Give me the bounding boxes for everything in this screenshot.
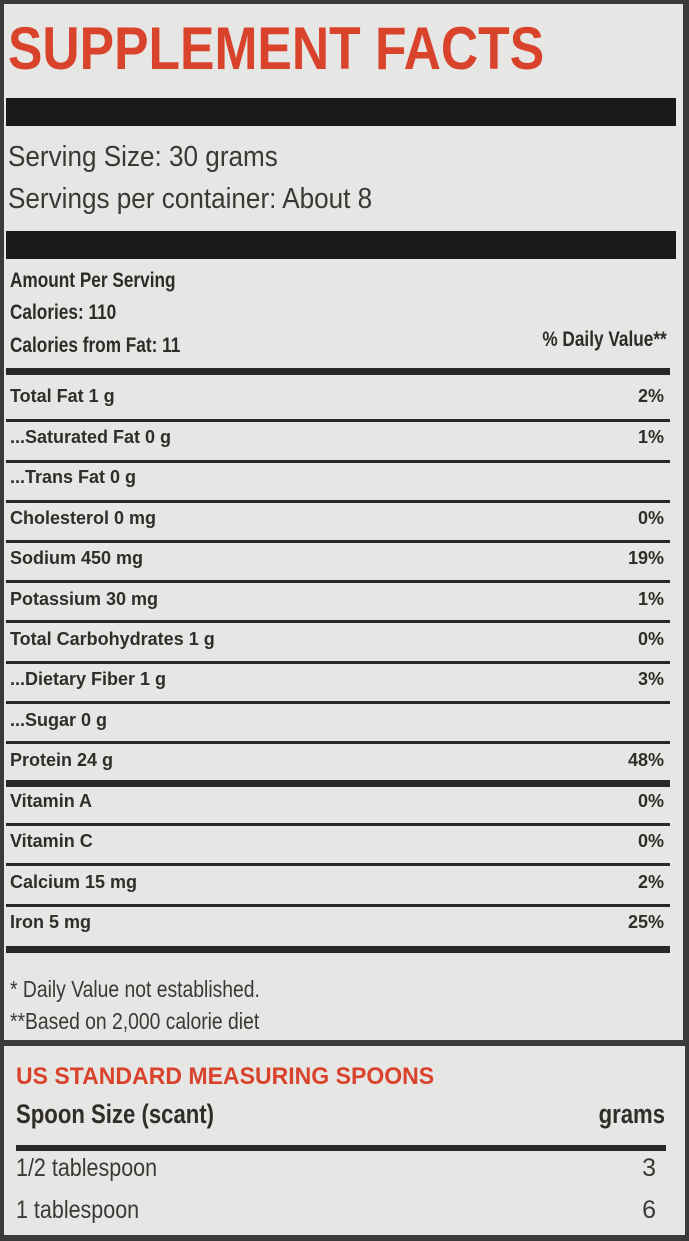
serving-size: Serving Size: 30 grams xyxy=(8,141,278,173)
nutrient-row: Protein 24 g 48% xyxy=(6,742,666,780)
row-divider xyxy=(6,823,670,826)
nutrient-dv: 0% xyxy=(637,508,664,528)
spoon-size: 1/2 tablespoon xyxy=(16,1154,158,1182)
nutrient-name: ...Sugar 0 g xyxy=(10,710,108,730)
vitamin-row: Vitamin A 0% xyxy=(6,783,666,821)
vitamin-dv: 0% xyxy=(637,791,664,811)
spoon-grams: 3 xyxy=(642,1154,656,1182)
nutrient-dv: 1% xyxy=(637,427,664,447)
vitamin-name: Iron 5 mg xyxy=(10,912,92,932)
nutrient-name: Total Carbohydrates 1 g xyxy=(10,629,215,649)
nutrient-name: Cholesterol 0 mg xyxy=(10,508,157,528)
nutrient-name: ...Trans Fat 0 g xyxy=(10,467,137,487)
supplement-facts-panel xyxy=(4,4,685,1040)
row-divider xyxy=(6,460,670,463)
nutrient-name: Protein 24 g xyxy=(10,750,114,770)
nutrient-row: ...Dietary Fiber 1 g 3% xyxy=(6,661,666,699)
nutrient-row: Cholesterol 0 mg 0% xyxy=(6,500,666,538)
vitamin-name: Calcium 15 mg xyxy=(10,872,138,892)
vitamin-row: Vitamin C 0% xyxy=(6,823,666,861)
nutrient-dv: 3% xyxy=(637,669,664,689)
row-divider xyxy=(6,904,670,907)
nutrient-row: ...Saturated Fat 0 g 1% xyxy=(6,419,666,457)
nutrient-row: Total Carbohydrates 1 g 0% xyxy=(6,621,666,659)
footnote-dv-not-established: * Daily Value not established. xyxy=(10,976,260,1002)
nutrient-row: ...Trans Fat 0 g xyxy=(6,459,666,497)
nutrient-name: ...Saturated Fat 0 g xyxy=(10,427,172,447)
row-divider xyxy=(6,500,670,503)
nutrient-dv: 1% xyxy=(637,589,664,609)
nutrient-dv: 48% xyxy=(627,750,664,770)
footnote-calorie-diet: **Based on 2,000 calorie diet xyxy=(10,1008,260,1034)
medium-divider xyxy=(6,368,670,375)
nutrient-dv: 0% xyxy=(637,629,664,649)
spoons-divider xyxy=(16,1145,666,1151)
spoon-grams: 6 xyxy=(642,1196,656,1224)
thick-divider xyxy=(6,231,676,259)
calories-from-fat: Calories from Fat: 11 xyxy=(10,334,181,357)
spoons-title: US STANDARD MEASURING SPOONS xyxy=(16,1063,435,1090)
nutrient-name: Total Fat 1 g xyxy=(10,386,115,406)
nutrient-name: ...Dietary Fiber 1 g xyxy=(10,669,167,689)
nutrient-row: Potassium 30 mg 1% xyxy=(6,581,666,619)
row-divider xyxy=(6,580,670,583)
spoon-size: 1 tablespoon xyxy=(16,1196,140,1224)
nutrient-dv: 2% xyxy=(637,386,664,406)
spoon-row: 1 tablespoon 6 xyxy=(6,1196,666,1232)
row-divider xyxy=(6,620,670,623)
servings-per-container: Servings per container: About 8 xyxy=(8,183,373,215)
vitamin-dv: 0% xyxy=(637,831,664,851)
row-divider xyxy=(6,741,670,744)
calories: Calories: 110 xyxy=(10,301,117,324)
vitamin-row: Calcium 15 mg 2% xyxy=(6,864,666,902)
vitamin-dv: 2% xyxy=(637,872,664,892)
vitamin-name: Vitamin C xyxy=(10,831,93,851)
spoon-size-header: Spoon Size (scant) xyxy=(16,1099,215,1129)
daily-value-header: % Daily Value** xyxy=(542,328,667,351)
row-divider xyxy=(6,863,670,866)
thick-divider xyxy=(6,98,676,126)
row-divider xyxy=(6,540,670,543)
nutrient-row: Sodium 450 mg 19% xyxy=(6,540,666,578)
row-divider xyxy=(6,661,670,664)
nutrient-row: Total Fat 1 g 2% xyxy=(6,378,666,416)
vitamin-dv: 25% xyxy=(627,912,664,932)
measuring-spoons-panel xyxy=(4,1046,685,1235)
nutrient-row: ...Sugar 0 g xyxy=(6,702,666,740)
medium-divider xyxy=(6,946,670,953)
vitamin-row: Iron 5 mg 25% xyxy=(6,904,666,942)
label-title: SUPPLEMENT FACTS xyxy=(8,15,545,82)
row-divider xyxy=(6,419,670,422)
amount-per-serving: Amount Per Serving xyxy=(10,269,176,292)
nutrient-name: Potassium 30 mg xyxy=(10,589,159,609)
nutrient-name: Sodium 450 mg xyxy=(10,548,144,568)
spoon-row: 1/2 tablespoon 3 xyxy=(6,1154,666,1190)
medium-divider xyxy=(6,780,670,787)
nutrient-dv: 19% xyxy=(627,548,664,568)
row-divider xyxy=(6,701,670,704)
grams-header: grams xyxy=(598,1099,665,1129)
vitamin-name: Vitamin A xyxy=(10,791,93,811)
